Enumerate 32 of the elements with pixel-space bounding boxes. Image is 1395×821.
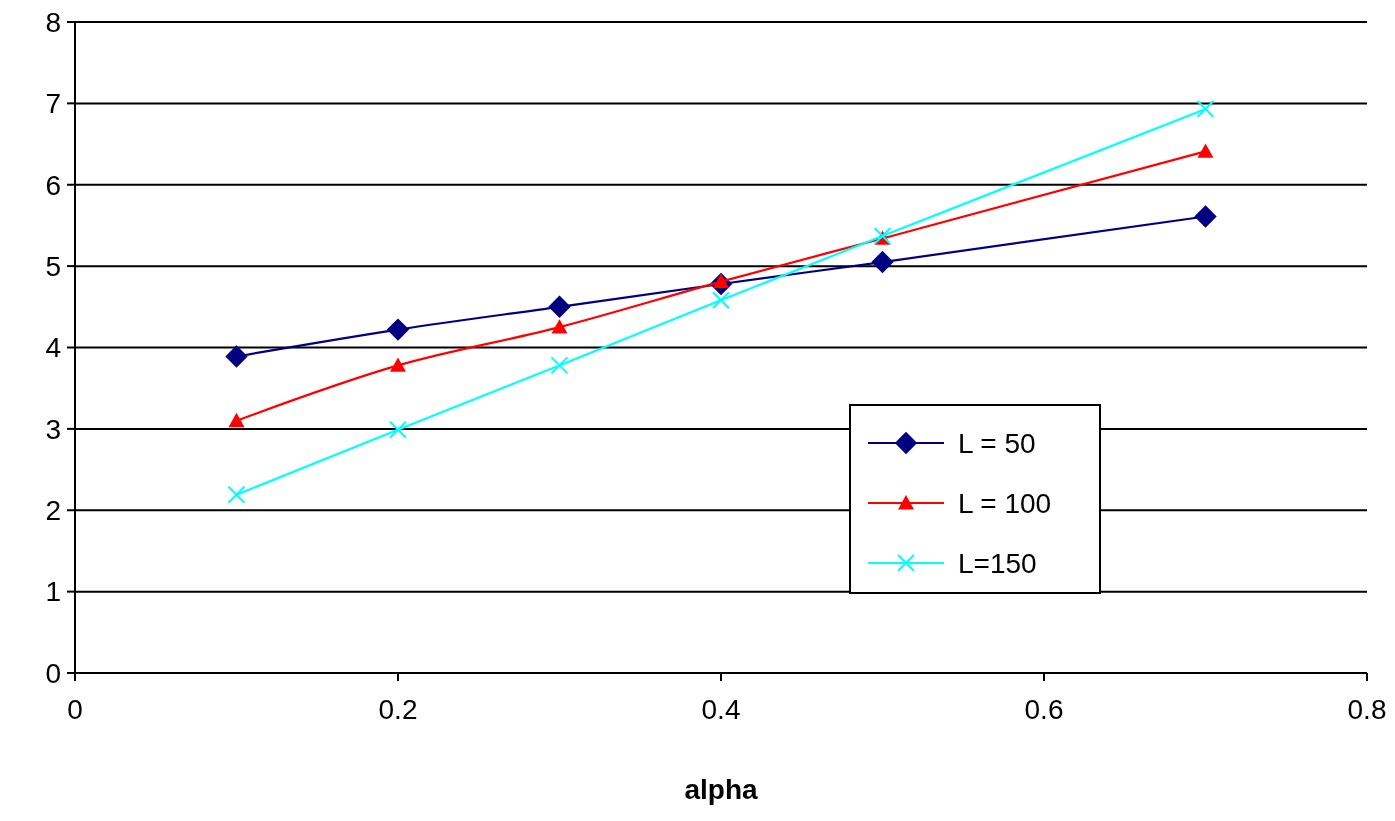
point	[551, 319, 568, 334]
point	[550, 356, 569, 375]
legend-label: L = 100	[958, 487, 1052, 519]
point	[1197, 143, 1214, 158]
x-tick-label: 0.8	[1347, 694, 1387, 725]
y-tick-label: 3	[45, 413, 61, 445]
y-tick-label: 5	[45, 250, 61, 282]
point	[1194, 205, 1217, 228]
y-tick-label: 4	[45, 332, 61, 364]
y-tick-label: 1	[45, 576, 61, 608]
point	[386, 318, 410, 341]
y-tick-label: 2	[45, 495, 61, 527]
x-tick-label: 0	[67, 694, 83, 725]
x-tick-label: 0.6	[1024, 694, 1064, 725]
point	[225, 345, 248, 368]
y-tick-label: 7	[45, 88, 61, 120]
point	[228, 412, 245, 428]
x-tick-label: 0.4	[701, 694, 741, 725]
x-axis-title: alpha	[684, 774, 758, 805]
point	[1196, 100, 1215, 119]
y-tick-label: 0	[45, 657, 61, 689]
point	[548, 295, 571, 319]
point	[871, 250, 894, 274]
point	[227, 485, 246, 504]
point	[389, 420, 407, 439]
legend-label: L=150	[958, 547, 1037, 579]
y-tick-label: 6	[45, 169, 61, 201]
x-tick-label: 0.2	[378, 694, 418, 725]
point	[712, 291, 730, 310]
legend-label: L = 50	[958, 427, 1036, 459]
point	[390, 357, 406, 372]
y-tick-label: 8	[45, 6, 61, 38]
